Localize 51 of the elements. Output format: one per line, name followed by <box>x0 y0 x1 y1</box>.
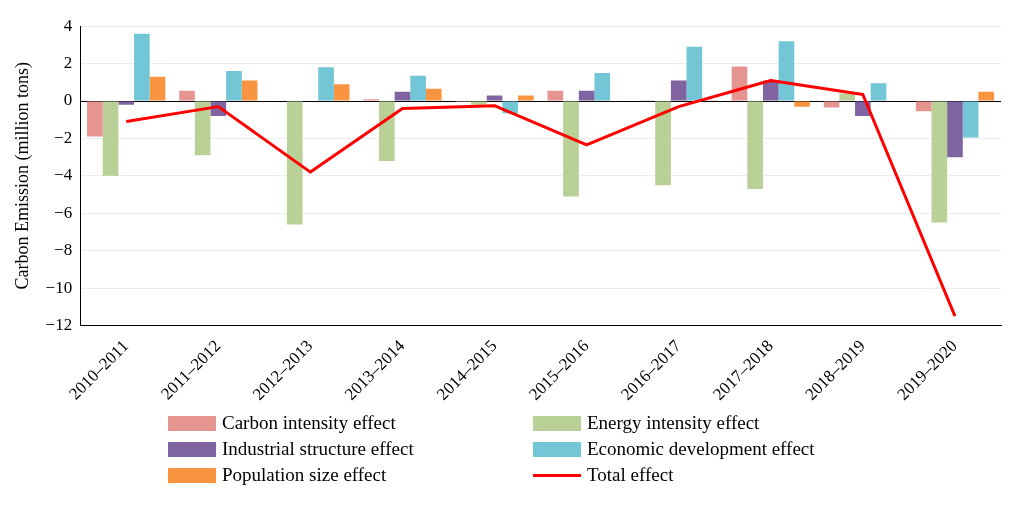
y-tick-label: 0 <box>63 90 73 110</box>
bar <box>518 95 534 101</box>
bar <box>102 101 119 176</box>
bar <box>947 101 963 158</box>
bar <box>794 101 810 107</box>
bar <box>134 33 150 101</box>
bar <box>670 80 687 101</box>
y-tick-label: −6 <box>54 202 73 222</box>
bar <box>823 101 840 108</box>
y-axis-title: Carbon Emission (million tons) <box>11 62 33 290</box>
bar <box>563 101 579 197</box>
y-tick-label: 2 <box>63 53 73 73</box>
y-tick-label: −8 <box>54 240 73 260</box>
bar <box>547 90 564 101</box>
bar <box>87 101 103 137</box>
bar <box>594 72 611 101</box>
bar <box>978 91 995 101</box>
bar <box>226 71 242 101</box>
bar <box>778 41 795 101</box>
legend-label: Population size effect <box>222 464 387 486</box>
bar <box>686 46 703 101</box>
bar <box>578 90 595 101</box>
legend-label: Industrial structure effect <box>222 438 414 460</box>
bar <box>241 80 258 101</box>
y-tick-label: 4 <box>63 15 73 35</box>
bar <box>962 101 979 138</box>
legend-label: Carbon intensity effect <box>222 412 396 434</box>
bar <box>179 90 195 101</box>
bar <box>286 101 303 225</box>
bar <box>410 75 426 101</box>
bar <box>870 83 887 101</box>
bar <box>118 101 135 105</box>
legend-label: Energy intensity effect <box>587 412 760 434</box>
bar <box>378 101 395 161</box>
y-tick-label: −10 <box>45 277 73 297</box>
bar <box>318 67 334 101</box>
bar <box>655 101 671 186</box>
bar <box>839 93 856 101</box>
bar <box>425 88 442 101</box>
bar <box>333 84 350 101</box>
legend-label: Total effect <box>587 464 674 486</box>
bar <box>731 66 748 101</box>
bar <box>486 95 503 101</box>
y-tick-label: −4 <box>54 165 73 185</box>
bar <box>747 101 763 189</box>
bar <box>931 101 948 223</box>
y-tick-label: −12 <box>45 314 73 334</box>
bar <box>394 91 411 101</box>
bar <box>149 76 166 101</box>
y-tick-label: −2 <box>54 127 73 147</box>
legend-label: Economic development effect <box>587 438 815 460</box>
